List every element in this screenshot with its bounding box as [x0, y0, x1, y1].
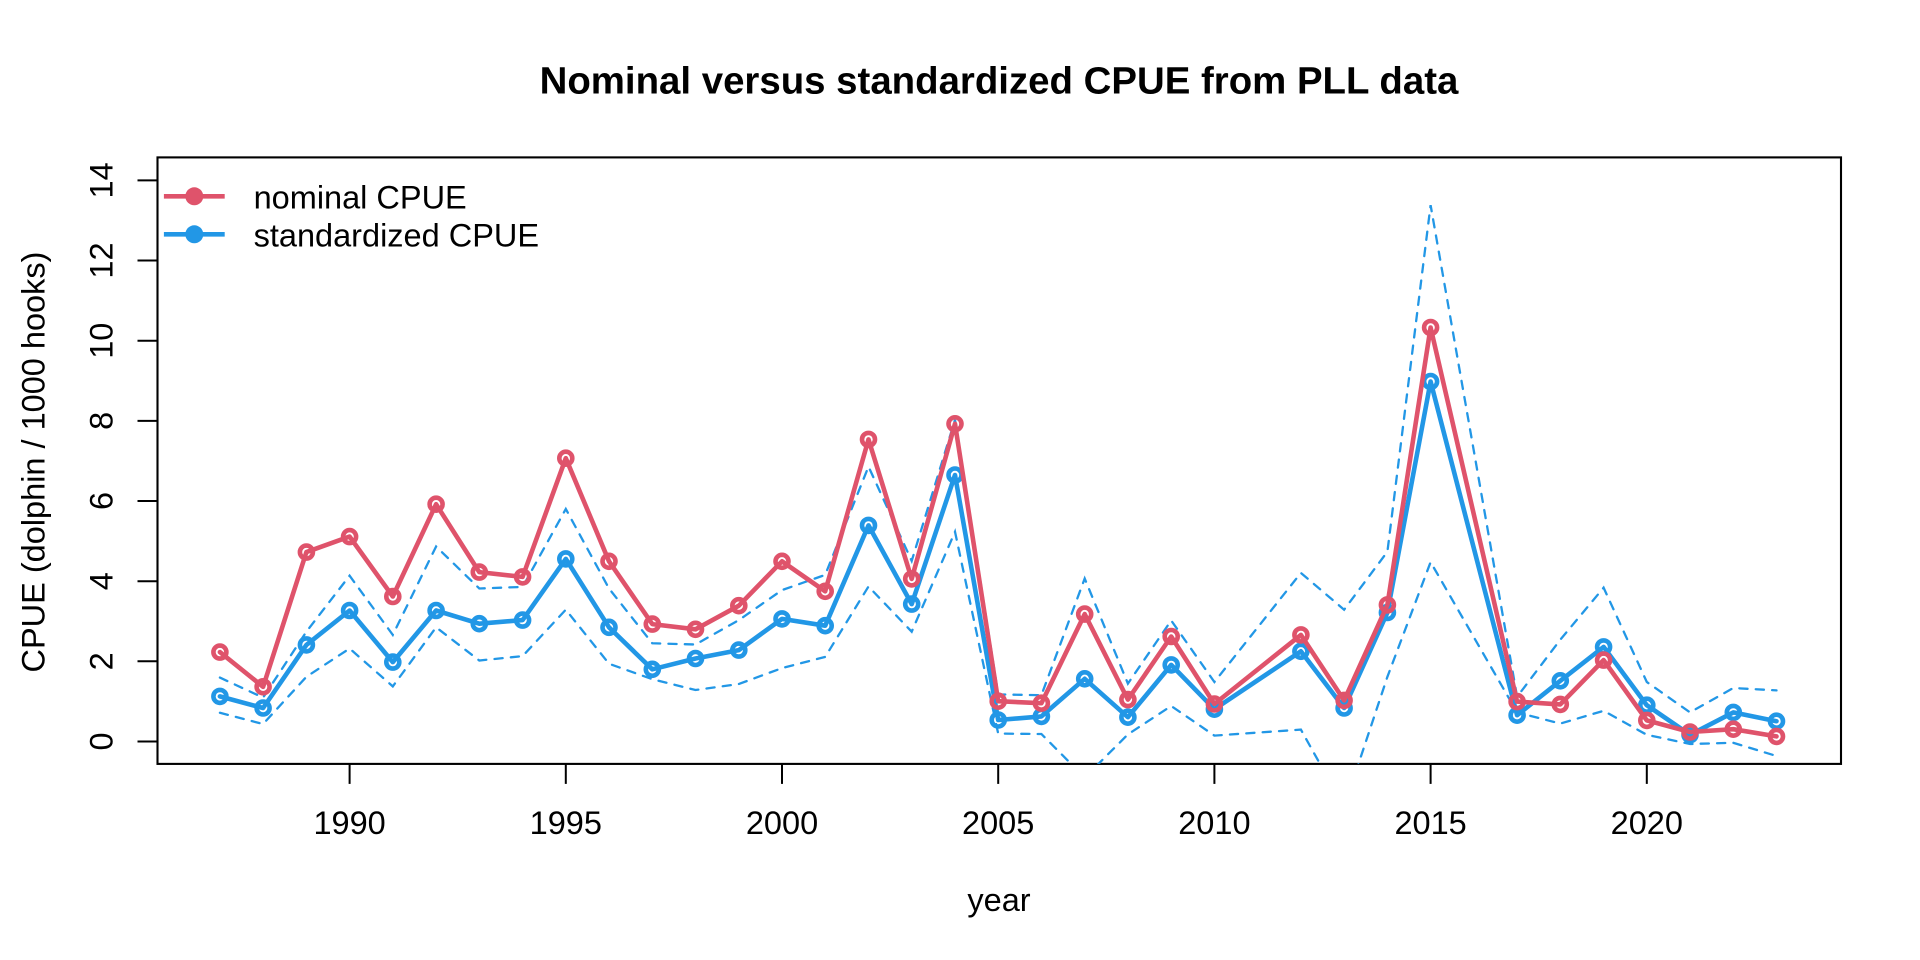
svg-text:year: year — [967, 882, 1030, 918]
svg-text:2000: 2000 — [746, 805, 818, 841]
svg-text:Nominal versus standardized CP: Nominal versus standardized CPUE from PL… — [540, 60, 1459, 103]
svg-text:2: 2 — [84, 652, 120, 670]
svg-text:2010: 2010 — [1178, 805, 1250, 841]
svg-text:2005: 2005 — [962, 805, 1034, 841]
svg-text:standardized CPUE: standardized CPUE — [254, 218, 539, 254]
svg-text:2020: 2020 — [1611, 805, 1683, 841]
svg-text:10: 10 — [84, 323, 120, 359]
svg-text:12: 12 — [84, 242, 120, 278]
svg-text:4: 4 — [84, 572, 120, 590]
svg-text:8: 8 — [84, 412, 120, 430]
svg-text:0: 0 — [84, 732, 120, 750]
svg-text:6: 6 — [84, 492, 120, 510]
svg-text:1995: 1995 — [530, 805, 602, 841]
svg-text:CPUE (dolphin / 1000 hooks): CPUE (dolphin / 1000 hooks) — [16, 252, 52, 673]
svg-text:2015: 2015 — [1394, 805, 1466, 841]
svg-text:14: 14 — [84, 162, 120, 198]
svg-text:nominal CPUE: nominal CPUE — [254, 180, 467, 216]
svg-text:1990: 1990 — [313, 805, 385, 841]
